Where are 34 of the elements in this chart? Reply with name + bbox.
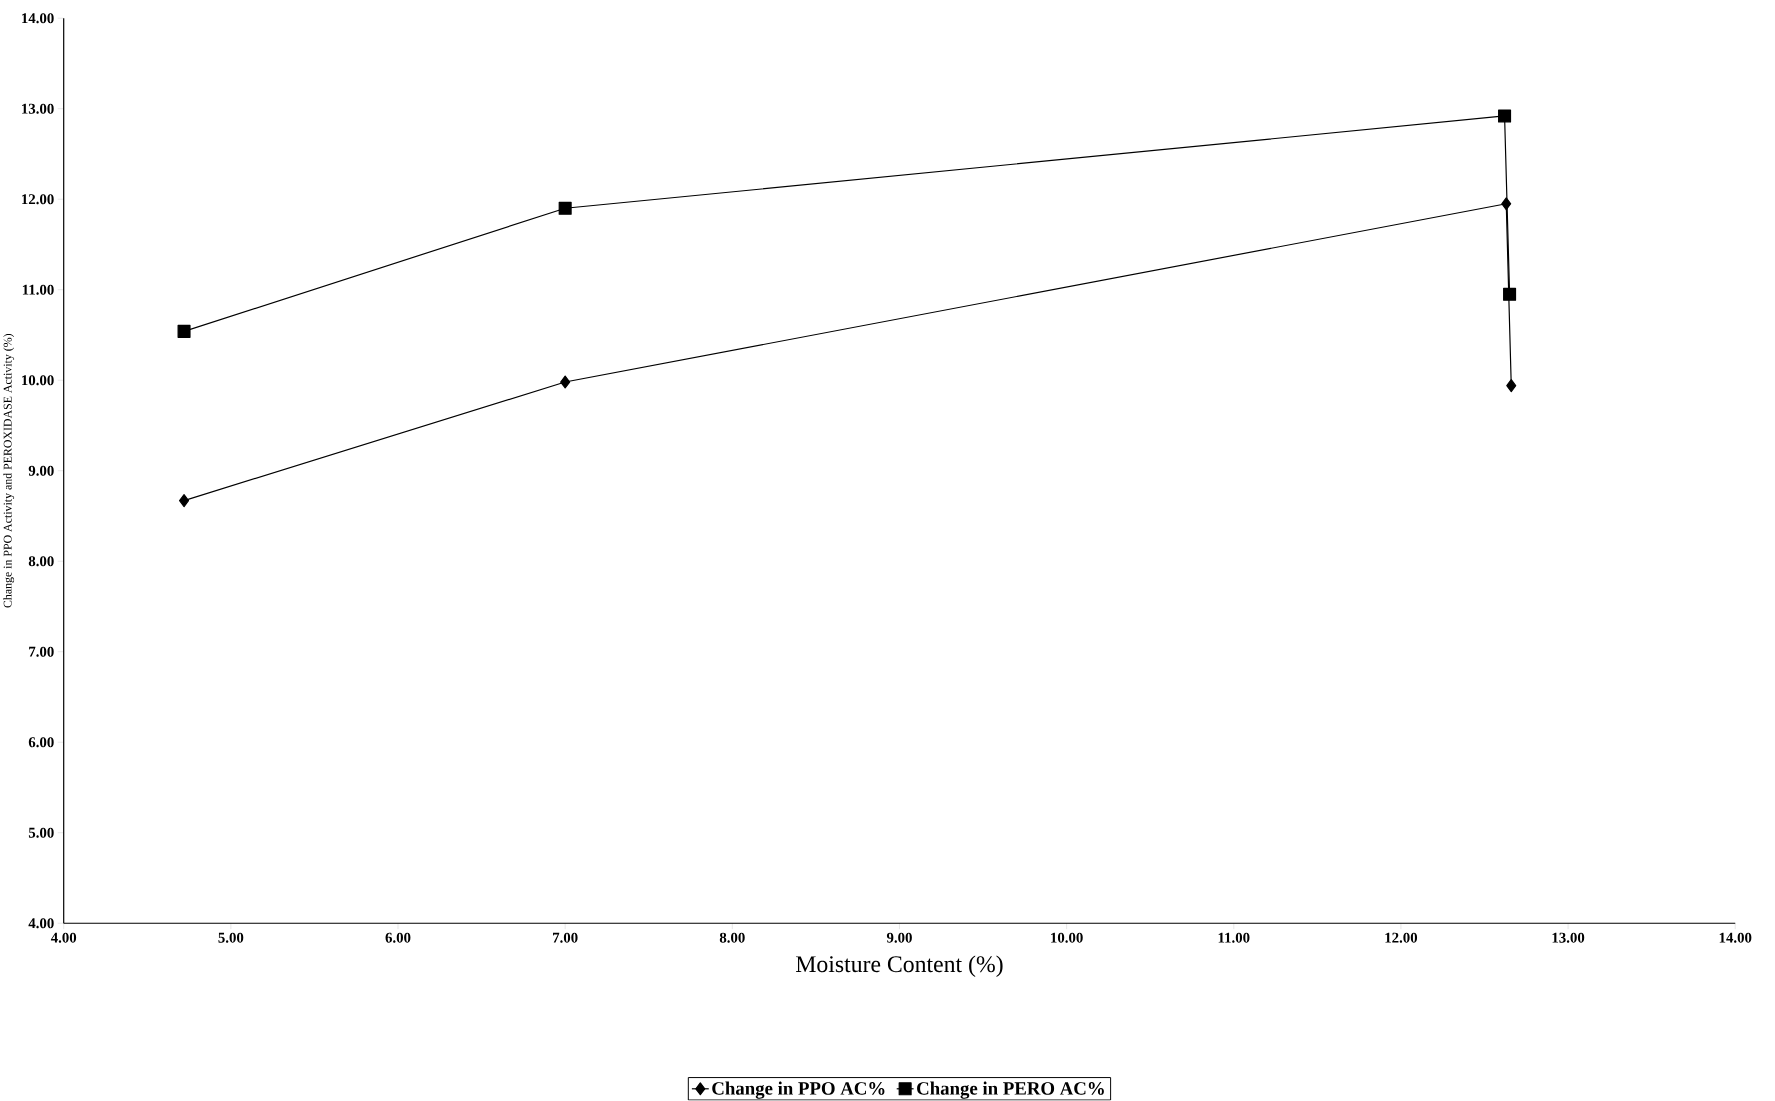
point [1498, 109, 1512, 123]
y-tick-label: 6.00 [28, 737, 54, 748]
point [177, 325, 191, 339]
x-tick-label: 11.00 [1218, 932, 1250, 943]
y-axis-title: Change in PPO Activity and PEROXIDASE Activity (%) [3, 334, 15, 608]
y-tick-label: 10.00 [22, 375, 54, 386]
point [558, 201, 572, 216]
x-tick-label: 7.00 [553, 932, 578, 943]
y-tick-label: 5.00 [28, 827, 54, 839]
x-tick-label: 10.00 [1051, 932, 1083, 943]
point [1501, 197, 1512, 211]
x-tick-label: 8.00 [719, 932, 745, 943]
y-tick-label: 8.00 [28, 556, 54, 567]
y-tick-label: 13.00 [22, 103, 54, 115]
y-tick-label: 11.00 [22, 284, 54, 296]
y-tick-label: 7.00 [29, 646, 54, 658]
x-tick-label: 13.00 [1552, 932, 1585, 943]
x-tick-label: 6.00 [385, 932, 411, 943]
legend-label: Change in PERO AC% [917, 1081, 1104, 1099]
y-tick-label: 14.00 [22, 13, 54, 24]
y-tick-label: 12.00 [22, 194, 54, 205]
point [1506, 379, 1517, 393]
point [560, 375, 571, 389]
x-tick-label: 9.00 [886, 932, 912, 943]
x-tick-label: 4.00 [50, 932, 77, 943]
x-tick-label: 12.00 [1385, 932, 1418, 943]
legend-label: Change in PPO AC% [712, 1081, 885, 1099]
y-tick-label: 4.00 [28, 918, 54, 929]
y-tick-label: 9.00 [28, 465, 54, 477]
point [179, 494, 190, 508]
x-axis-title: Moisture Content (%) [795, 955, 1003, 978]
point [1503, 287, 1517, 302]
x-tick-label: 5.00 [218, 932, 244, 943]
x-tick-label: 14.00 [1719, 932, 1752, 943]
